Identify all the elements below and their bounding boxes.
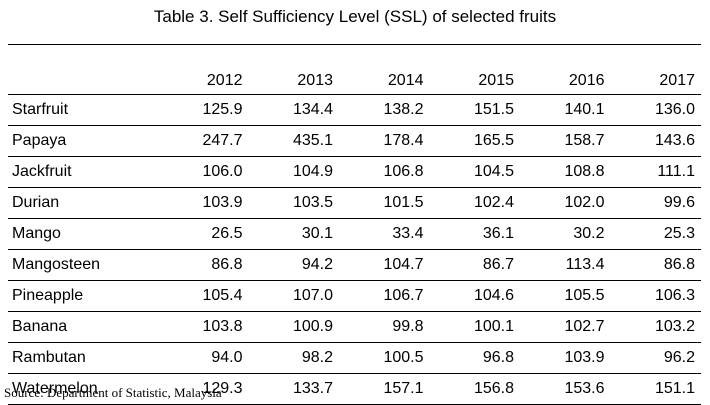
table-row: Durian 103.9 103.5 101.5 102.4 102.0 99.… (8, 187, 701, 219)
ssl-value: 102.7 (520, 311, 611, 343)
ssl-value: 247.7 (158, 125, 249, 157)
fruit-name: Durian (8, 187, 158, 219)
ssl-value: 103.9 (158, 187, 249, 219)
ssl-value: 113.4 (520, 249, 611, 281)
ssl-value: 104.7 (339, 249, 430, 281)
ssl-value: 96.2 (610, 342, 701, 374)
table-title: Table 3. Self Sufficiency Level (SSL) of… (153, 7, 557, 26)
ssl-value: 98.2 (248, 342, 339, 374)
ssl-value: 104.6 (429, 280, 520, 312)
ssl-value: 94.0 (158, 342, 249, 374)
ssl-value: 111.1 (610, 156, 701, 188)
fruit-name: Papaya (8, 125, 158, 157)
header-year: 2016 (520, 44, 611, 95)
ssl-value: 156.8 (429, 373, 520, 405)
ssl-value: 143.6 (610, 125, 701, 157)
ssl-value: 435.1 (248, 125, 339, 157)
ssl-value: 108.8 (520, 156, 611, 188)
ssl-value: 106.3 (610, 280, 701, 312)
header-year: 2013 (248, 44, 339, 95)
ssl-value: 100.1 (429, 311, 520, 343)
table-row: Rambutan 94.0 98.2 100.5 96.8 103.9 96.2 (8, 342, 701, 374)
ssl-value: 153.6 (520, 373, 611, 405)
table-row: Papaya 247.7 435.1 178.4 165.5 158.7 143… (8, 125, 701, 157)
ssl-value: 103.9 (520, 342, 611, 374)
header-fruit (8, 44, 158, 95)
ssl-value: 26.5 (158, 218, 249, 250)
ssl-value: 151.5 (429, 94, 520, 126)
fruit-name: Watermelon (8, 373, 158, 405)
ssl-value: 178.4 (339, 125, 430, 157)
fruit-name: Mangosteen (8, 249, 158, 281)
ssl-value: 101.5 (339, 187, 430, 219)
ssl-value: 99.8 (339, 311, 430, 343)
table-row: Pineapple 105.4 107.0 106.7 104.6 105.5 … (8, 280, 701, 312)
table-row: Mango 26.5 30.1 33.4 36.1 30.2 25.3 (8, 218, 701, 250)
ssl-value: 36.1 (429, 218, 520, 250)
ssl-value: 105.5 (520, 280, 611, 312)
ssl-value: 103.5 (248, 187, 339, 219)
header-year: 2014 (339, 44, 430, 95)
ssl-value: 104.5 (429, 156, 520, 188)
ssl-value: 96.8 (429, 342, 520, 374)
header-row: 2012 2013 2014 2015 2016 2017 (8, 44, 701, 95)
header-year: 2017 (610, 44, 701, 95)
ssl-value: 33.4 (339, 218, 430, 250)
ssl-value: 30.1 (248, 218, 339, 250)
ssl-value: 106.8 (339, 156, 430, 188)
fruit-name: Banana (8, 311, 158, 343)
ssl-value: 25.3 (610, 218, 701, 250)
ssl-value: 134.4 (248, 94, 339, 126)
ssl-value: 106.0 (158, 156, 249, 188)
ssl-value: 125.9 (158, 94, 249, 126)
ssl-value: 106.7 (339, 280, 430, 312)
ssl-value: 151.1 (610, 373, 701, 405)
ssl-value: 165.5 (429, 125, 520, 157)
header-year: 2012 (158, 44, 249, 95)
table-row: Starfruit 125.9 134.4 138.2 151.5 140.1 … (8, 94, 701, 126)
ssl-value: 157.1 (339, 373, 430, 405)
table-header: 2012 2013 2014 2015 2016 2017 (8, 44, 701, 95)
table-row: Jackfruit 106.0 104.9 106.8 104.5 108.8 … (8, 156, 701, 188)
ssl-value: 94.2 (248, 249, 339, 281)
ssl-value: 107.0 (248, 280, 339, 312)
ssl-value: 105.4 (158, 280, 249, 312)
ssl-value: 158.7 (520, 125, 611, 157)
ssl-value: 86.7 (429, 249, 520, 281)
fruit-name: Mango (8, 218, 158, 250)
ssl-value: 136.0 (610, 94, 701, 126)
ssl-value: 140.1 (520, 94, 611, 126)
ssl-table: 2012 2013 2014 2015 2016 2017 Starfruit … (8, 44, 701, 405)
ssl-value: 99.6 (610, 187, 701, 219)
table-body: Starfruit 125.9 134.4 138.2 151.5 140.1 … (8, 94, 701, 405)
source-note: Source: Department of Statistic, Malaysi… (4, 385, 222, 400)
ssl-value: 133.7 (248, 373, 339, 405)
ssl-value: 102.4 (429, 187, 520, 219)
fruit-name: Rambutan (8, 342, 158, 374)
ssl-value: 86.8 (158, 249, 249, 281)
fruit-name: Pineapple (8, 280, 158, 312)
fruit-name: Jackfruit (8, 156, 158, 188)
ssl-value: 103.8 (158, 311, 249, 343)
ssl-value: 100.5 (339, 342, 430, 374)
fruit-name: Starfruit (8, 94, 158, 126)
header-year: 2015 (429, 44, 520, 95)
table-row: Banana 103.8 100.9 99.8 100.1 102.7 103.… (8, 311, 701, 343)
ssl-value: 100.9 (248, 311, 339, 343)
ssl-value: 86.8 (610, 249, 701, 281)
ssl-value: 30.2 (520, 218, 611, 250)
ssl-value: 103.2 (610, 311, 701, 343)
ssl-value: 104.9 (248, 156, 339, 188)
ssl-value: 138.2 (339, 94, 430, 126)
table-row: Mangosteen 86.8 94.2 104.7 86.7 113.4 86… (8, 249, 701, 281)
ssl-value: 102.0 (520, 187, 611, 219)
